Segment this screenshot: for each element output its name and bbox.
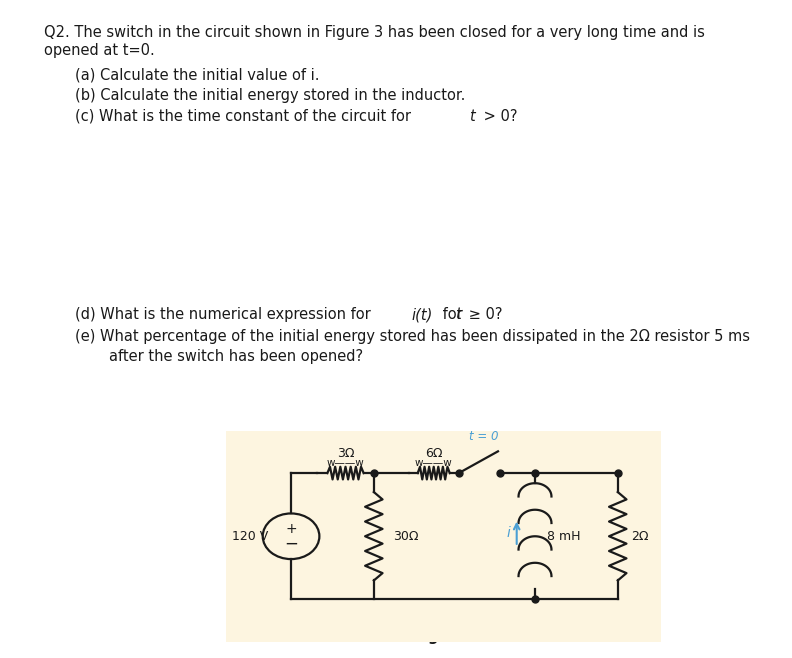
Text: −: − bbox=[284, 535, 298, 553]
Text: (a) Calculate the initial value of i.: (a) Calculate the initial value of i. bbox=[75, 68, 320, 83]
Text: for: for bbox=[438, 307, 467, 322]
Text: t: t bbox=[469, 109, 474, 124]
Text: (b) Calculate the initial energy stored in the inductor.: (b) Calculate the initial energy stored … bbox=[75, 88, 466, 103]
Text: w——w: w——w bbox=[415, 457, 453, 468]
Text: i: i bbox=[507, 526, 511, 540]
Text: w——w: w——w bbox=[326, 457, 364, 468]
Text: > 0?: > 0? bbox=[479, 109, 518, 124]
Text: (c) What is the time constant of the circuit for: (c) What is the time constant of the cir… bbox=[75, 109, 416, 124]
Text: Q2. The switch in the circuit shown in Figure 3 has been closed for a very long : Q2. The switch in the circuit shown in F… bbox=[44, 25, 704, 40]
Text: 8 mH: 8 mH bbox=[547, 530, 581, 543]
Text: ≥ 0?: ≥ 0? bbox=[464, 307, 503, 322]
Text: 3Ω: 3Ω bbox=[337, 447, 354, 461]
Text: (d) What is the numerical expression for: (d) What is the numerical expression for bbox=[75, 307, 375, 322]
Text: 30Ω: 30Ω bbox=[394, 530, 419, 543]
Text: 120 V: 120 V bbox=[231, 530, 268, 543]
Text: after the switch has been opened?: after the switch has been opened? bbox=[109, 349, 363, 365]
Text: (e) What percentage of the initial energy stored has been dissipated in the 2Ω r: (e) What percentage of the initial energ… bbox=[75, 329, 750, 344]
Text: Figure 3: Figure 3 bbox=[413, 628, 482, 644]
Text: 2Ω: 2Ω bbox=[630, 530, 649, 543]
Text: 6Ω: 6Ω bbox=[425, 447, 443, 461]
Text: t = 0: t = 0 bbox=[469, 430, 498, 443]
Text: i(t): i(t) bbox=[412, 307, 432, 322]
Text: opened at t=0.: opened at t=0. bbox=[44, 43, 154, 59]
Text: t: t bbox=[455, 307, 460, 322]
Text: +: + bbox=[285, 522, 297, 536]
